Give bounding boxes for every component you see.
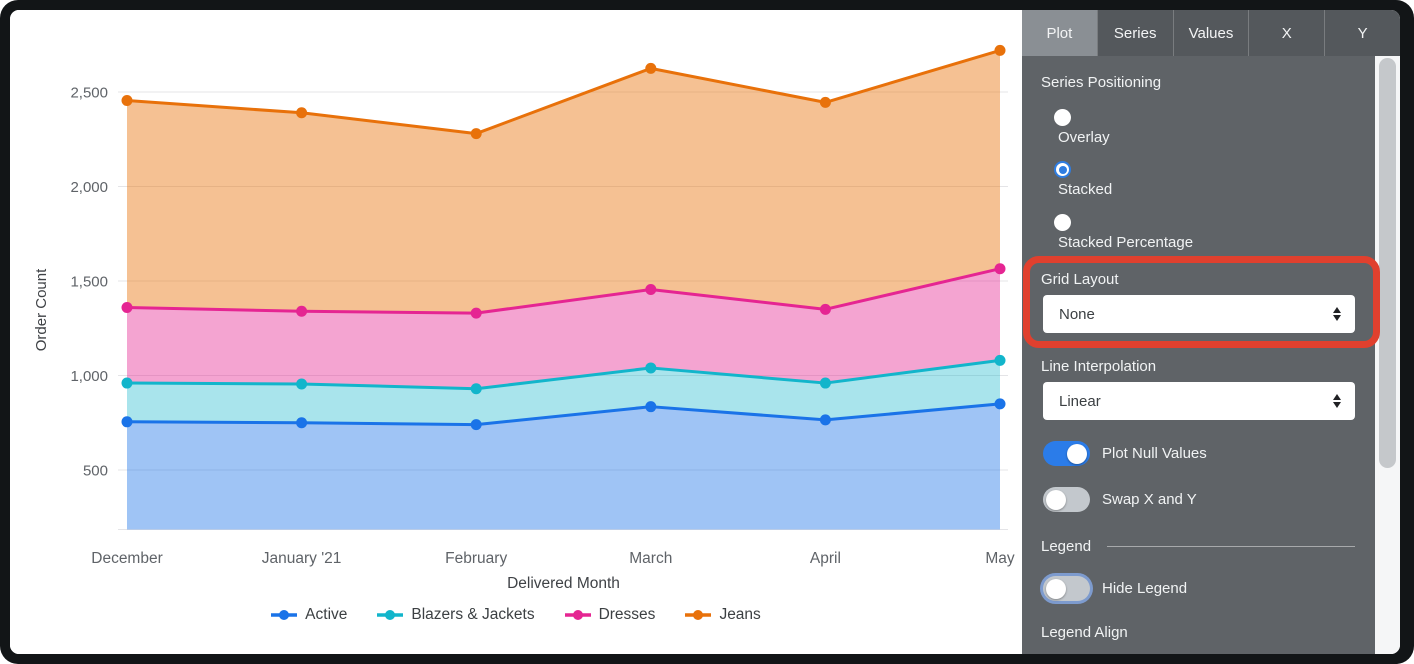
data-point[interactable] [645, 284, 657, 296]
x-tick-label: December [91, 550, 163, 567]
legend-label: Blazers & Jackets [411, 606, 535, 623]
legend-item-blazers-jackets[interactable]: Blazers & Jackets [377, 606, 535, 624]
data-point[interactable] [296, 107, 308, 119]
radio-overlay[interactable] [1054, 109, 1071, 126]
legend-align-label: Legend Align [1041, 624, 1128, 641]
data-point[interactable] [121, 416, 133, 428]
chart-legend: Active Blazers & Jackets Dresses Jeans [10, 606, 1022, 624]
data-point[interactable] [994, 263, 1006, 275]
line-interpolation-value: Linear [1059, 392, 1101, 410]
grid-layout-label: Grid Layout [1041, 271, 1119, 288]
legend-marker-icon [564, 610, 591, 620]
data-point[interactable] [645, 62, 657, 74]
legend-item-dresses[interactable]: Dresses [564, 606, 656, 624]
x-tick-label: January '21 [262, 550, 342, 567]
data-point[interactable] [994, 44, 1006, 56]
legend-marker-icon [377, 610, 404, 620]
data-point[interactable] [994, 354, 1006, 366]
swap-x-y-label: Swap X and Y [1102, 491, 1197, 508]
y-tick-label: 2,000 [70, 179, 108, 196]
window-content: 500 1,000 1,500 2,000 2,500 December January '… [10, 10, 1400, 654]
data-point[interactable] [121, 95, 133, 107]
legend-label: Active [305, 606, 348, 623]
data-point[interactable] [470, 383, 482, 395]
toggle-knob [1046, 578, 1066, 599]
x-axis-title: Delivered Month [507, 575, 620, 592]
toggle-knob [1067, 443, 1087, 464]
tab-values[interactable]: Values [1172, 10, 1249, 56]
data-point[interactable] [296, 305, 308, 317]
radio-stacked-percentage-label: Stacked Percentage [1058, 234, 1194, 251]
y-axis-title: Order Count [33, 268, 50, 351]
radio-stacked-label: Stacked [1058, 181, 1113, 198]
area-fill-active [127, 403, 1000, 530]
legend-item-active[interactable]: Active [271, 606, 347, 624]
updown-arrows-icon [1333, 394, 1341, 408]
area-fill-jeans [127, 50, 1000, 314]
panel-scrollbar-thumb[interactable] [1379, 58, 1396, 468]
y-tick-label: 500 [83, 463, 108, 480]
section-divider [1107, 546, 1355, 547]
series-positioning-label: Series Positioning [1041, 74, 1162, 91]
legend-item-jeans[interactable]: Jeans [685, 606, 761, 624]
x-tick-label: April [810, 550, 841, 567]
tab-x[interactable]: X [1248, 10, 1324, 56]
series-line-active [125, 402, 1002, 427]
hide-legend-label: Hide Legend [1102, 580, 1188, 597]
grid-layout-value: None [1059, 305, 1095, 323]
chart-region: 500 1,000 1,500 2,000 2,500 December January '… [10, 10, 1022, 654]
data-point[interactable] [645, 362, 657, 374]
legend-label: Jeans [719, 606, 761, 623]
data-point[interactable] [645, 401, 657, 413]
tab-y[interactable]: Y [1324, 10, 1400, 56]
series-line-jeans [125, 48, 1002, 136]
hide-legend-toggle[interactable] [1043, 576, 1090, 601]
x-tick-label: March [629, 550, 672, 567]
tab-plot[interactable]: Plot [1022, 10, 1097, 56]
data-point[interactable] [296, 378, 308, 390]
data-point[interactable] [296, 417, 308, 429]
series-line-dresses [125, 267, 1002, 315]
radio-overlay-label: Overlay [1058, 129, 1110, 146]
data-point[interactable] [470, 307, 482, 319]
legend-marker-icon [271, 610, 298, 620]
y-tick-label: 1,000 [70, 368, 108, 385]
data-point[interactable] [819, 414, 831, 426]
updown-arrows-icon [1333, 307, 1341, 321]
plot-null-values-label: Plot Null Values [1102, 445, 1207, 462]
legend-label: Dresses [598, 606, 656, 623]
data-point[interactable] [121, 301, 133, 313]
line-interpolation-select[interactable]: Linear [1043, 382, 1355, 420]
data-point[interactable] [819, 96, 831, 108]
legend-section-label: Legend [1041, 538, 1092, 555]
area-fill-dresses [127, 268, 1000, 389]
toggle-knob [1046, 489, 1066, 510]
tab-series[interactable]: Series [1096, 10, 1173, 56]
data-point[interactable] [819, 377, 831, 389]
y-tick-label: 2,500 [70, 85, 108, 102]
data-point[interactable] [470, 128, 482, 140]
line-interpolation-label: Line Interpolation [1041, 358, 1157, 375]
grid-layout-select[interactable]: None [1043, 295, 1355, 333]
panel-scrollbar-track [1375, 56, 1400, 654]
y-tick-label: 1,500 [70, 274, 108, 291]
panel-tabbar: Plot Series Values X Y [1022, 10, 1400, 56]
series-line-blazers-jackets [125, 358, 1002, 391]
radio-stacked-percentage[interactable] [1054, 214, 1071, 231]
legend-marker-icon [685, 610, 712, 620]
area-fill-blazers-jackets [127, 360, 1000, 425]
data-point[interactable] [470, 419, 482, 431]
radio-stacked[interactable] [1054, 161, 1071, 178]
data-point[interactable] [994, 398, 1006, 410]
data-point[interactable] [819, 303, 831, 315]
stacked-area-chart: 500 1,000 1,500 2,000 2,500 December January '… [33, 44, 1015, 592]
x-tick-label: May [985, 550, 1015, 567]
x-tick-label: February [445, 550, 507, 567]
settings-panel: Series Positioning Overlay Stacked Stack… [1022, 10, 1375, 654]
swap-x-y-toggle[interactable] [1043, 487, 1090, 512]
plot-null-values-toggle[interactable] [1043, 441, 1090, 466]
data-point[interactable] [121, 377, 133, 389]
